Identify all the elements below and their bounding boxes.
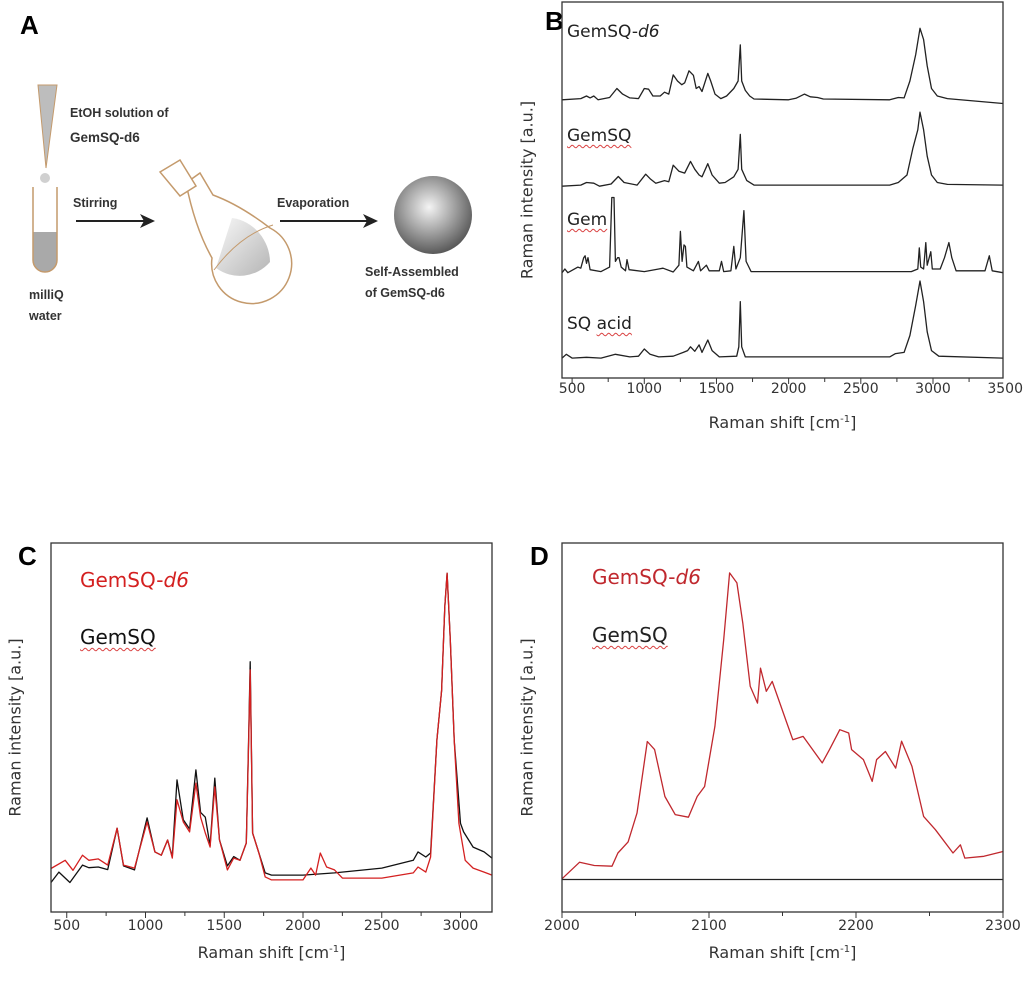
series-line-gemsq bbox=[561, 111, 1004, 187]
x-axis-label: Raman shift [cm-1] bbox=[709, 943, 857, 962]
series-label-text: GemSQ bbox=[80, 625, 156, 649]
x-tick-label: 2000 bbox=[285, 918, 321, 934]
x-tick-label: 2000 bbox=[544, 918, 580, 934]
series-line-gemsq bbox=[50, 572, 493, 884]
series-label-text: GemSQ-d6 bbox=[80, 568, 189, 592]
x-tick-label: 3000 bbox=[915, 381, 951, 397]
series-label-gemsq-d6: GemSQ-d6 bbox=[592, 565, 701, 589]
pipette-icon bbox=[37, 84, 58, 183]
product-text-1: Self-Assembled bbox=[365, 265, 459, 279]
series-label-sq-acid: SQ acid bbox=[567, 314, 632, 334]
y-axis-label: Raman intensity [a.u.] bbox=[6, 638, 25, 816]
x-tick-label: 2500 bbox=[843, 381, 879, 397]
series-label-text: SQ acid bbox=[567, 314, 632, 334]
droplet-icon bbox=[40, 173, 50, 183]
italic-suffix: d6 bbox=[637, 22, 660, 42]
chart-panel-b: 500 1000 1500 2000 2500 3000 3500 Raman shift [… bbox=[518, 1, 1023, 432]
product-text-2: of GemSQ-d6 bbox=[365, 286, 445, 300]
plot-frame bbox=[50, 542, 493, 913]
step-stirring: Stirring bbox=[73, 196, 118, 210]
italic-suffix: d6 bbox=[675, 565, 701, 589]
series-label-gemsq-d6: GemSQ-d6 bbox=[567, 22, 660, 42]
tube-text-1: milliQ bbox=[29, 288, 64, 302]
x-tick-label: 500 bbox=[53, 918, 80, 934]
series-line-gemsq-d6 bbox=[50, 572, 493, 881]
series-label-gemsq: GemSQ bbox=[592, 623, 668, 647]
flask-icon bbox=[158, 158, 293, 305]
y-axis-label: Raman intensity [a.u.] bbox=[518, 101, 537, 279]
x-axis-label: Raman shift [cm-1] bbox=[709, 413, 857, 432]
nanoparticle-sphere-icon bbox=[394, 176, 472, 254]
series-label-text: GemSQ bbox=[592, 623, 668, 647]
arrow-icon bbox=[280, 214, 378, 228]
panel-label-a: A bbox=[20, 10, 39, 40]
x-tick-label: 2200 bbox=[838, 918, 874, 934]
x-tick-label: 2300 bbox=[985, 918, 1021, 934]
x-tick-label: 2500 bbox=[364, 918, 400, 934]
preparation-schematic bbox=[32, 84, 472, 305]
italic-suffix: d6 bbox=[163, 568, 189, 592]
series-label-text: GemSQ-d6 bbox=[567, 22, 660, 42]
x-tick-label: 2100 bbox=[691, 918, 727, 934]
series-label-gemsq: GemSQ bbox=[567, 126, 631, 146]
pipette-text-1: EtOH solution of bbox=[70, 106, 169, 120]
series-label-gem: Gem bbox=[567, 210, 607, 230]
x-tick-label: 1000 bbox=[626, 381, 662, 397]
panel-label-b: B bbox=[545, 6, 564, 36]
series-label-gemsq: GemSQ bbox=[80, 625, 156, 649]
chart-panel-d: 2000 2100 2200 2300 Raman shift [cm-1] Raman … bbox=[518, 542, 1021, 962]
pipette-text-2: GemSQ-d6 bbox=[70, 130, 140, 145]
series-line-gemsq-d6 bbox=[561, 572, 1004, 880]
panel-label-c: C bbox=[18, 541, 37, 571]
series-line-gemsq-d6 bbox=[561, 27, 1004, 105]
series-label-gemsq-d6: GemSQ-d6 bbox=[80, 568, 189, 592]
y-axis-label: Raman intensity [a.u.] bbox=[518, 638, 537, 816]
series-label-text: GemSQ-d6 bbox=[592, 565, 701, 589]
arrow-icon bbox=[76, 214, 155, 228]
series-label-text: Gem bbox=[567, 210, 608, 230]
plot-frame bbox=[561, 542, 1004, 913]
x-tick-label: 1000 bbox=[128, 918, 164, 934]
series-line-sq-acid bbox=[561, 280, 1004, 359]
step-evaporation: Evaporation bbox=[277, 196, 350, 210]
series-line-gem bbox=[561, 196, 1004, 274]
x-tick-label: 3000 bbox=[443, 918, 479, 934]
chart-panel-c: 500 1000 1500 2000 2500 3000 Raman shift [cm-1… bbox=[6, 542, 493, 962]
x-axis-label: Raman shift [cm-1] bbox=[198, 943, 346, 962]
x-tick-label: 1500 bbox=[206, 918, 242, 934]
x-tick-label: 3500 bbox=[987, 381, 1023, 397]
tube-text-2: water bbox=[29, 309, 62, 323]
x-tick-label: 1500 bbox=[699, 381, 735, 397]
spellcheck-word: acid bbox=[596, 314, 632, 334]
panel-label-d: D bbox=[530, 541, 549, 571]
plot-frame bbox=[561, 1, 1004, 379]
x-tick-label: 2000 bbox=[771, 381, 807, 397]
test-tube-icon bbox=[32, 187, 58, 273]
series-label-text: GemSQ bbox=[567, 126, 632, 146]
x-tick-label: 500 bbox=[559, 381, 586, 397]
